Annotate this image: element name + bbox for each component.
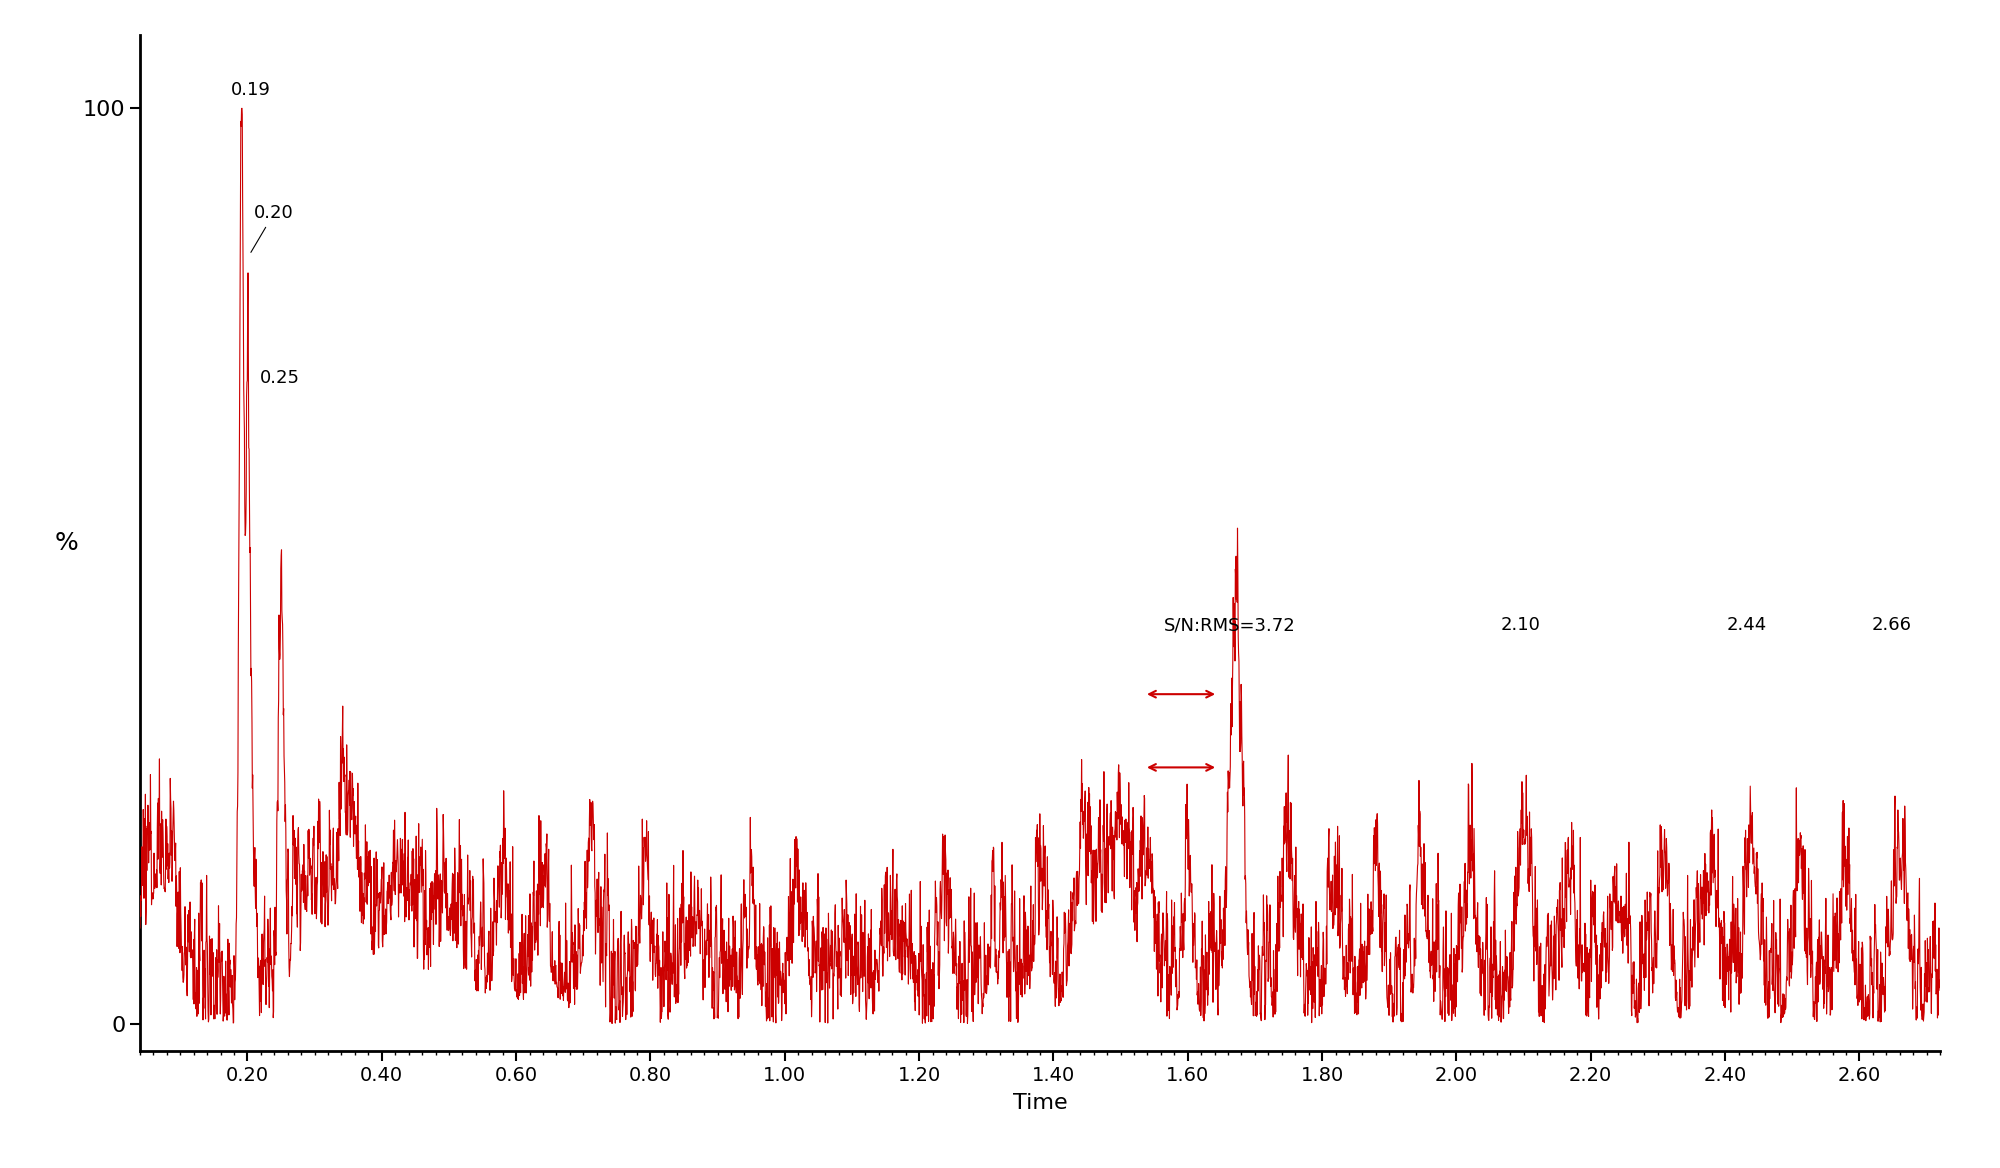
X-axis label: Time: Time — [1012, 1093, 1068, 1113]
Text: S/N:RMS=3.72: S/N:RMS=3.72 — [1164, 616, 1296, 634]
Text: 2.10: 2.10 — [1500, 616, 1540, 634]
Text: 0.19: 0.19 — [232, 81, 272, 98]
Text: 2.66: 2.66 — [1872, 616, 1912, 634]
Text: 0.20: 0.20 — [250, 204, 294, 252]
Y-axis label: %: % — [54, 531, 78, 555]
Text: 0.25: 0.25 — [260, 369, 300, 387]
Text: 2.44: 2.44 — [1728, 616, 1768, 634]
